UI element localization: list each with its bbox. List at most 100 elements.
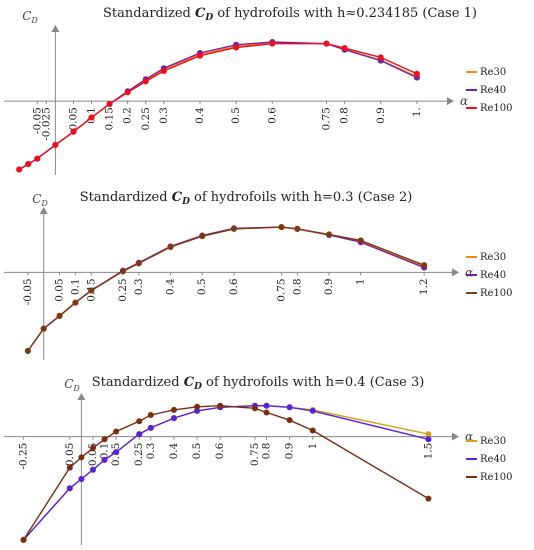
x-tick-label: -0.025 xyxy=(40,107,52,141)
data-point xyxy=(24,347,31,354)
y-axis-label: CD xyxy=(22,9,38,25)
chart-title: Standardized CD of hydrofoils with h=0.3… xyxy=(80,190,413,207)
data-point xyxy=(326,231,333,238)
chart-title: Standardized CD of hydrofoils with h≈0.2… xyxy=(103,6,477,23)
data-point xyxy=(323,40,330,47)
data-point xyxy=(230,225,237,232)
legend: Re30 Re40 Re100 xyxy=(466,436,513,483)
series-line-re100 xyxy=(23,404,429,541)
x-tick-label: 0.5 xyxy=(230,107,242,124)
series-line-re40 xyxy=(23,405,429,541)
legend-entry: Re100 xyxy=(480,288,513,299)
x-tick-label: 0.05 xyxy=(54,278,66,301)
x-tick-label: 1 xyxy=(355,278,367,285)
data-point xyxy=(263,409,270,416)
data-point xyxy=(119,268,126,275)
data-point xyxy=(40,325,47,332)
series-group xyxy=(16,39,420,173)
data-point xyxy=(263,402,270,409)
data-point xyxy=(294,225,301,232)
data-point xyxy=(170,406,177,413)
legend-entry: Re30 xyxy=(480,67,506,78)
x-tick-label: 0.4 xyxy=(168,442,180,459)
data-point xyxy=(425,431,432,438)
data-point xyxy=(25,161,32,168)
x-tick-label: 0.15 xyxy=(104,107,116,130)
data-point xyxy=(278,224,285,231)
data-point xyxy=(142,78,149,85)
legend-entry: Re30 xyxy=(480,252,506,263)
series-line-re40 xyxy=(18,41,418,171)
data-point xyxy=(421,262,428,269)
x-tick-label: 0.5 xyxy=(196,278,208,295)
legend-entry: Re100 xyxy=(480,103,513,114)
series-group xyxy=(24,224,428,354)
data-point xyxy=(136,431,143,438)
data-point xyxy=(34,155,41,162)
data-point xyxy=(194,403,201,410)
y-axis-label: CD xyxy=(32,192,48,208)
data-point xyxy=(135,260,142,267)
legend-entry: Re40 xyxy=(480,85,506,96)
x-tick-label: 0.9 xyxy=(284,443,296,460)
x-tick-label: 0.6 xyxy=(266,107,278,124)
series-line-re30 xyxy=(23,405,429,541)
legend-entry: Re100 xyxy=(480,472,513,483)
data-point xyxy=(357,237,364,244)
x-tick-label: 0.8 xyxy=(260,443,272,460)
data-point xyxy=(89,445,96,452)
data-point xyxy=(309,427,316,434)
x-tick-label: 0.3 xyxy=(158,107,170,124)
data-point xyxy=(170,415,177,422)
data-point xyxy=(113,449,120,456)
chart-panel-case-1: Standardized CD of hydrofoils with h≈0.2… xyxy=(4,6,513,175)
x-tick-label: 0.1 xyxy=(69,278,81,295)
legend-entry: Re40 xyxy=(480,270,506,281)
data-point xyxy=(89,466,96,473)
data-point xyxy=(425,436,432,443)
data-point xyxy=(66,485,73,492)
data-point xyxy=(78,475,85,482)
data-point xyxy=(66,464,73,471)
data-point xyxy=(194,407,201,414)
data-point xyxy=(199,233,206,240)
x-tick-label: -0.05 xyxy=(64,443,76,470)
x-tick-label: -0.05 xyxy=(31,107,43,134)
legend-entry: Re30 xyxy=(480,436,506,447)
y-axis-label: CD xyxy=(64,377,80,393)
data-point xyxy=(88,287,95,294)
legend-entry: Re40 xyxy=(480,454,506,465)
x-ticks: -0.05-0.0250.050.10.150.20.250.30.40.50.… xyxy=(31,101,423,141)
x-tick-label: -0.05 xyxy=(22,278,34,305)
chart-panel-case-3: Standardized CD of hydrofoils with h=0.4… xyxy=(4,375,513,545)
data-point xyxy=(124,89,131,96)
x-ticks: -0.050.050.10.150.250.30.40.50.60.750.80… xyxy=(22,272,430,305)
legend: Re30 Re40 Re100 xyxy=(466,252,513,299)
data-point xyxy=(233,44,240,51)
series-line-re30 xyxy=(18,41,418,171)
x-tick-label: 1.2 xyxy=(418,278,430,295)
x-axis-label: α xyxy=(465,265,473,279)
x-tick-label: 1 xyxy=(307,443,319,450)
legend: Re30 Re40 Re100 xyxy=(466,67,513,114)
data-point xyxy=(136,418,143,425)
data-point xyxy=(147,412,154,419)
x-tick-label: 0.75 xyxy=(321,107,333,130)
x-tick-label: 0.1 xyxy=(99,443,111,460)
x-tick-label: 0.3 xyxy=(145,443,157,460)
series-group xyxy=(20,402,432,543)
data-point xyxy=(251,405,258,412)
data-point xyxy=(20,536,27,543)
data-point xyxy=(106,100,113,107)
x-tick-label: 0.6 xyxy=(228,278,240,295)
x-tick-label: 0.75 xyxy=(275,278,287,301)
data-point xyxy=(113,428,120,435)
data-point xyxy=(70,128,77,135)
data-point xyxy=(425,495,432,502)
x-tick-label: 0.4 xyxy=(194,107,206,124)
x-axis-label: α xyxy=(460,94,468,108)
x-tick-label: 0.05 xyxy=(87,443,99,466)
data-point xyxy=(309,407,316,414)
data-point xyxy=(101,456,108,463)
